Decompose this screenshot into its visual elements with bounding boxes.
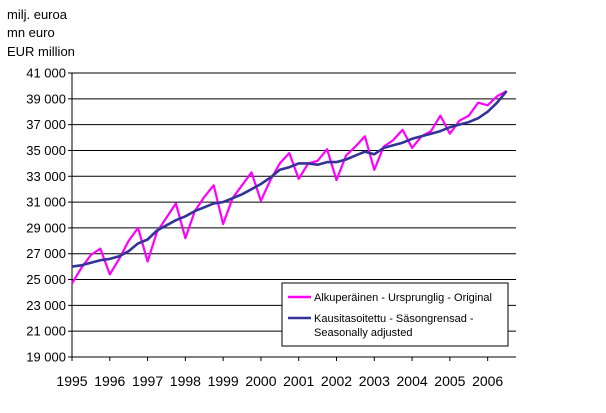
- legend-label-original: Alkuperäinen - Ursprunglig - Original: [314, 292, 492, 304]
- y-tick-label: 19 000: [26, 350, 66, 365]
- x-tick-label: 1995: [56, 373, 87, 389]
- y-tick-label: 29 000: [26, 220, 66, 235]
- legend-label-seasonally-adjusted-line1: Kausitasoitettu - Säsongrensad -: [314, 313, 474, 325]
- legend-label-seasonally-adjusted-line2: Seasonally adjusted: [314, 327, 412, 339]
- legend: Alkuperäinen - Ursprunglig - Original Ka…: [281, 282, 509, 347]
- x-tick-label: 1998: [170, 373, 201, 389]
- x-tick-label: 2002: [321, 373, 352, 389]
- y-tick-label: 27 000: [26, 246, 66, 261]
- x-tick-label: 2000: [245, 373, 276, 389]
- y-tick-label: 39 000: [26, 91, 66, 106]
- unit-label-fi: milj. euroa: [7, 7, 68, 22]
- x-tick-label: 2005: [434, 373, 465, 389]
- series-line-seasonally-adjusted: [71, 90, 508, 268]
- unit-label-en: EUR million: [7, 44, 75, 59]
- y-tick-label: 37 000: [26, 117, 66, 132]
- series-line-original: [71, 90, 508, 284]
- y-tick-label: 33 000: [26, 169, 66, 184]
- unit-label-sv: mn euro: [7, 25, 55, 40]
- series-lines: [71, 90, 508, 284]
- y-tick-label: 25 000: [26, 272, 66, 287]
- x-tick-label: 1999: [208, 373, 239, 389]
- y-tick-label: 21 000: [26, 324, 66, 339]
- y-tick-label: 23 000: [26, 298, 66, 313]
- legend-box: [281, 282, 509, 347]
- x-tick-label: 1997: [132, 373, 163, 389]
- unit-labels: milj. euroa mn euro EUR million: [7, 7, 75, 59]
- y-tick-label: 41 000: [26, 66, 66, 81]
- x-tick-label: 2003: [359, 373, 390, 389]
- x-tick-label: 2004: [397, 373, 428, 389]
- x-axis: 1995 1996 1997 1998 1999 2000 2001 2002 2003 2004…: [56, 73, 516, 389]
- x-tick-label: 1996: [94, 373, 125, 389]
- y-tick-label: 31 000: [26, 195, 66, 210]
- x-tick-label: 2001: [283, 373, 314, 389]
- x-tick-label: 2006: [472, 373, 503, 389]
- y-tick-label: 35 000: [26, 143, 66, 158]
- y-axis-tick-labels: 19 000 21 000 23 000 25 000 27 000 29 000 31 0…: [26, 66, 66, 365]
